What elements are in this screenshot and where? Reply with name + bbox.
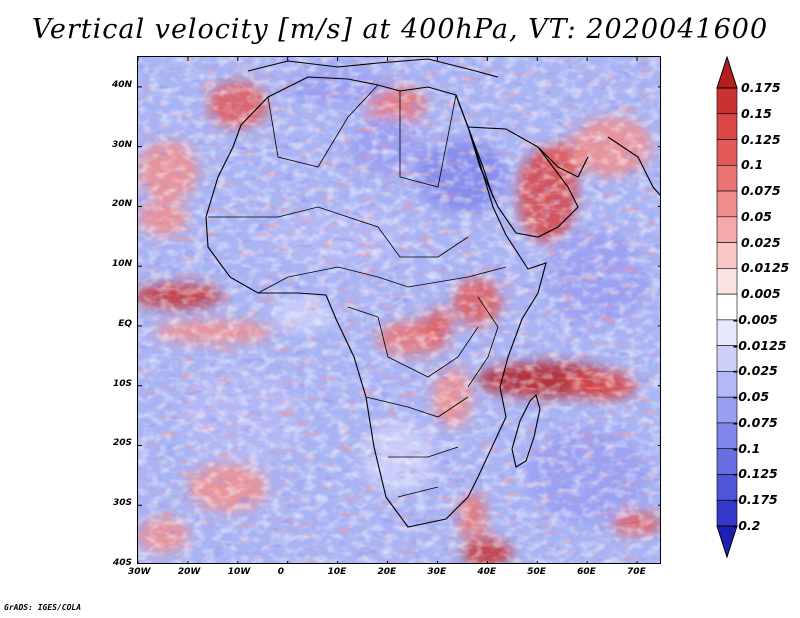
lon-label: 0 [277,567,284,577]
colorbar-box [716,87,738,115]
lon-label: 50E [527,567,546,577]
colorbar-label: 0.1 [741,157,764,173]
colorbar-box [716,216,738,243]
border-south [365,396,469,498]
lat-label: 10N [111,259,132,270]
colorbar-label: -0.2 [733,518,761,533]
colorbar-box [716,268,738,295]
axis-ticks [138,57,660,563]
country-borders [208,84,507,498]
colorbar-label: -0.175 [733,492,778,508]
lat-label: 40S [112,558,132,568]
colorbar-bottom-arrow [716,525,738,559]
lon-label: 20W [177,567,201,577]
colorbar-label: 0.15 [741,105,772,121]
lon-label: 40E [477,567,497,577]
colorbar-label: 0.005 [741,286,781,302]
persian-gulf-coast [537,146,589,178]
colorbar-label: -0.1 [733,440,761,456]
lon-label: 70E [627,567,646,577]
colorbar-label: 0.125 [741,131,781,147]
colorbar-label: 0.0125 [741,260,790,276]
map-plot-area [137,56,661,564]
lat-label: 10S [112,378,132,389]
grads-credit: GrADS: IGES/COLA [4,603,82,612]
lon-label: 30E [427,567,447,577]
colorbar [716,55,738,559]
border-sahara [208,206,469,258]
lon-label: 10E [327,567,347,577]
colorbar-label: 0.175 [741,80,781,95]
colorbar-label: -0.005 [733,311,778,327]
lat-label: 20S [112,438,132,449]
colorbar-top-arrow [716,55,738,89]
colorbar-box [716,113,738,140]
velocity-map [138,57,660,563]
lat-label: 30N [111,139,132,150]
lat-label: 20N [111,199,132,210]
colorbar-label: -0.075 [733,414,778,430]
border-central [347,306,479,378]
colorbar-label: -0.025 [733,363,778,379]
lon-label: 30W [128,567,151,577]
colorbar-box [716,242,738,269]
madagascar-coastline [511,393,541,468]
colorbar-label: 0.05 [741,208,772,224]
border-sahel [257,266,507,294]
chart-title: Vertical velocity [m/s] at 400hPa, VT: 2… [31,14,769,45]
border-north [267,84,457,188]
colorbar-box [716,139,738,166]
lat-label: 40N [111,79,132,90]
colorbar-box [716,190,738,218]
colorbar-label: -0.0125 [733,337,787,353]
lon-label: 20E [377,567,397,577]
colorbar-label: 0.025 [741,234,781,250]
lon-label: 60E [577,567,596,577]
red-sea-west [455,94,494,198]
lat-label: EQ [118,318,132,329]
texture-white [138,57,660,563]
indian-coast [607,136,660,196]
lat-label: 30S [112,498,132,509]
colorbar-box [716,164,738,192]
colorbar-label: -0.125 [733,466,778,482]
colorbar-label: -0.05 [733,389,770,405]
lon-label: 10W [227,567,251,577]
colorbar-label: 0.075 [741,183,781,199]
border-east [467,296,499,388]
